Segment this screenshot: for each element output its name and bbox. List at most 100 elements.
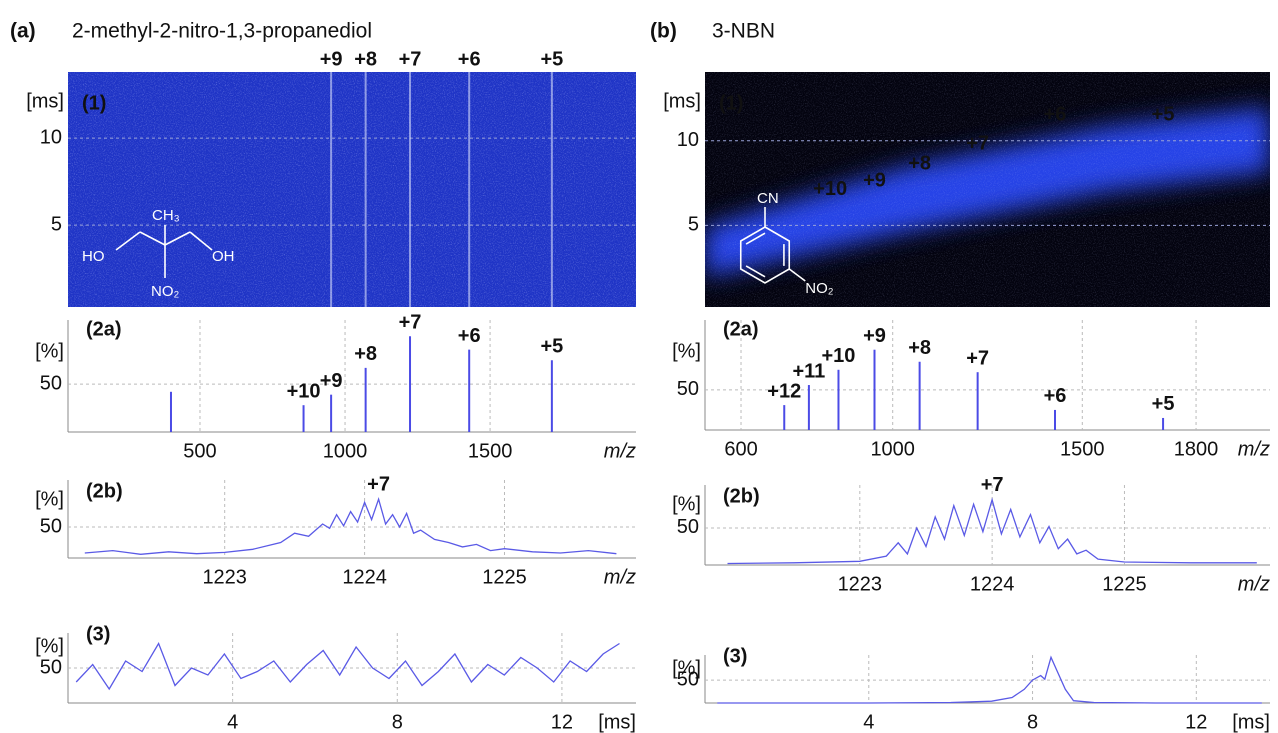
charge-label: +5 bbox=[1152, 393, 1175, 415]
charge-label: +12 bbox=[767, 380, 801, 402]
charge-label: +9 bbox=[320, 48, 343, 70]
x-axis-label: m/z bbox=[604, 566, 636, 588]
y-tick-label: 50 bbox=[40, 515, 62, 537]
y-tick-label: 10 bbox=[40, 126, 62, 148]
panel-label: (3) bbox=[86, 623, 110, 645]
x-axis-label: m/z bbox=[604, 440, 636, 462]
bond bbox=[139, 231, 166, 246]
x-tick-label: 12 bbox=[551, 711, 573, 733]
charge-label: +11 bbox=[792, 360, 825, 382]
x-tick-label: 8 bbox=[392, 711, 403, 733]
x-tick-label: 4 bbox=[863, 711, 874, 733]
x-tick-label: 8 bbox=[1027, 711, 1038, 733]
x-tick-label: 1225 bbox=[1102, 573, 1147, 595]
y-tick-label: 5 bbox=[51, 213, 62, 235]
charge-label: +7 bbox=[966, 132, 989, 154]
y-axis-label: [ms] bbox=[663, 90, 701, 112]
x-tick-label: 1225 bbox=[482, 566, 527, 588]
bond bbox=[115, 231, 141, 251]
y-tick-label: 50 bbox=[677, 516, 699, 538]
x-tick-label: 4 bbox=[227, 711, 238, 733]
charge-label: +9 bbox=[863, 170, 886, 192]
panel-b-label: (b) bbox=[650, 20, 677, 43]
x-tick-label: 1000 bbox=[870, 438, 915, 460]
y-axis-label: [%] bbox=[672, 340, 701, 362]
x-tick-label: 500 bbox=[183, 440, 216, 462]
panel-a-title: 2-methyl-2-nitro-1,3-propanediol bbox=[72, 20, 372, 43]
x-axis-label: [ms] bbox=[1232, 711, 1270, 733]
charge-label: +6 bbox=[458, 325, 481, 347]
y-axis-label: [%] bbox=[35, 488, 64, 510]
y-tick-label: 50 bbox=[40, 656, 62, 678]
x-tick-label: 1800 bbox=[1174, 438, 1219, 460]
heatmap-noise bbox=[68, 72, 636, 307]
y-axis-label: [%] bbox=[35, 635, 64, 657]
panel-label: (1) bbox=[719, 92, 743, 114]
charge-label: +6 bbox=[458, 48, 481, 70]
chem-label: OH bbox=[212, 248, 235, 265]
heatmap-noise bbox=[705, 72, 1270, 307]
y-tick-label: 50 bbox=[677, 378, 699, 400]
charge-label: +5 bbox=[1152, 104, 1175, 126]
panel-label: (2b) bbox=[86, 480, 123, 502]
charge-label: +7 bbox=[399, 312, 422, 334]
bond bbox=[788, 268, 806, 282]
charge-label: +6 bbox=[1044, 385, 1067, 407]
x-tick-label: 1224 bbox=[342, 566, 387, 588]
x-axis-label: m/z bbox=[1238, 438, 1270, 460]
double-bond bbox=[745, 232, 766, 245]
charge-label: +9 bbox=[863, 325, 886, 347]
panel-a-label: (a) bbox=[10, 20, 36, 43]
charge-label: +8 bbox=[908, 337, 931, 359]
chem-label: HO bbox=[82, 248, 105, 265]
panel-label: (2a) bbox=[723, 318, 759, 340]
x-axis-label: [ms] bbox=[598, 711, 636, 733]
charge-label: +8 bbox=[354, 343, 377, 365]
x-tick-label: 1224 bbox=[970, 573, 1015, 595]
charge-label: +7 bbox=[367, 473, 390, 495]
y-axis-label: [ms] bbox=[26, 90, 64, 112]
y-tick-label: 50 bbox=[677, 668, 699, 690]
charge-label: +10 bbox=[822, 345, 856, 367]
chem-label: CH₃ bbox=[152, 207, 180, 224]
charge-label: +10 bbox=[287, 380, 321, 402]
y-tick-label: 50 bbox=[40, 372, 62, 394]
charge-label: +8 bbox=[908, 153, 931, 175]
y-axis-label: [%] bbox=[672, 493, 701, 515]
panel-label: (3) bbox=[723, 645, 747, 667]
x-tick-label: 1500 bbox=[468, 440, 513, 462]
panel-label: (2b) bbox=[723, 485, 760, 507]
y-axis-label: [%] bbox=[35, 340, 64, 362]
charge-label: +10 bbox=[813, 178, 847, 200]
x-tick-label: 12 bbox=[1185, 711, 1207, 733]
heatmap-band-group bbox=[705, 72, 1270, 307]
charge-label: +8 bbox=[354, 48, 377, 70]
panel-label: (2a) bbox=[86, 318, 122, 340]
bond bbox=[164, 231, 191, 246]
x-tick-label: 1000 bbox=[323, 440, 368, 462]
y-axis-label: [%] bbox=[672, 657, 701, 679]
charge-label: +7 bbox=[981, 474, 1004, 496]
charge-label: +6 bbox=[1044, 104, 1067, 126]
y-tick-label: 10 bbox=[677, 129, 699, 151]
chem-label: NO₂ bbox=[151, 283, 180, 300]
x-tick-label: 1500 bbox=[1060, 438, 1105, 460]
chem-label: CN bbox=[757, 190, 779, 207]
x-tick-label: 1223 bbox=[838, 573, 883, 595]
chem-label: NO₂ bbox=[805, 280, 834, 297]
charge-label: +5 bbox=[540, 335, 563, 357]
charge-label: +7 bbox=[966, 347, 989, 369]
x-axis-label: m/z bbox=[1238, 573, 1270, 595]
trace bbox=[727, 497, 1257, 565]
double-bond bbox=[745, 265, 766, 278]
trace bbox=[84, 497, 617, 555]
charge-label: +7 bbox=[399, 48, 422, 70]
charge-label: +9 bbox=[320, 370, 343, 392]
panel-label: (1) bbox=[82, 92, 106, 114]
y-tick-label: 5 bbox=[688, 214, 699, 236]
x-tick-label: 600 bbox=[724, 438, 757, 460]
panel-b-title: 3-NBN bbox=[712, 20, 775, 43]
x-tick-label: 1223 bbox=[202, 566, 247, 588]
